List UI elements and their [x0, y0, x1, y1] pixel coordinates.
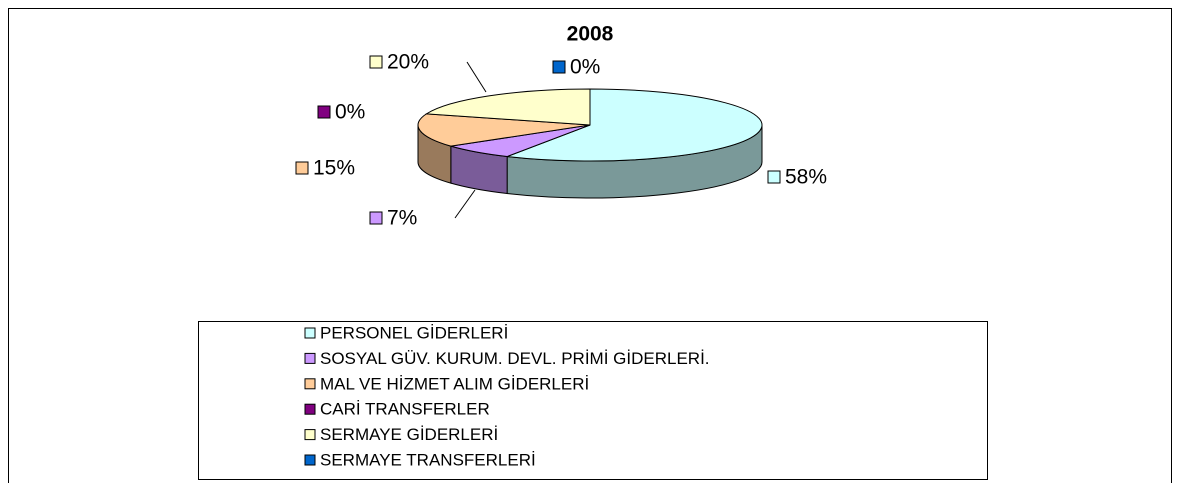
- legend-swatch: [304, 454, 316, 466]
- label-swatch: [369, 55, 383, 69]
- legend-label: SERMAYE TRANSFERLERİ: [320, 450, 536, 469]
- slice: [424, 88, 591, 126]
- value-label: 0%: [570, 56, 600, 79]
- legend-label: PERSONEL GİDERLERİ: [320, 323, 508, 342]
- label-swatch: [317, 105, 331, 119]
- legend-label: MAL VE HİZMET ALIM GİDERLERİ: [320, 374, 589, 393]
- label-swatch: [295, 161, 309, 175]
- legend-swatch: [304, 429, 316, 441]
- value-label: 0%: [335, 101, 365, 124]
- slice: [506, 88, 763, 162]
- chart-title: 2008: [567, 23, 614, 46]
- legend-swatch: [304, 403, 316, 415]
- leader-line: [454, 189, 476, 219]
- chart-frame: [8, 8, 1172, 483]
- legend-label: SERMAYE GİDERLERİ: [320, 425, 498, 444]
- legend-swatch: [304, 352, 316, 364]
- legend-swatch: [304, 327, 316, 339]
- legend-label: SOSYAL GÜV. KURUM. DEVL. PRİMİ GİDERLERİ…: [320, 349, 710, 368]
- legend-swatch: [304, 378, 316, 390]
- value-label: 7%: [387, 207, 417, 230]
- legend-box: [198, 321, 988, 480]
- leader-line: [466, 61, 487, 93]
- legend-label: CARİ TRANSFERLER: [320, 400, 490, 419]
- label-swatch: [369, 211, 383, 225]
- label-swatch: [552, 60, 566, 74]
- value-label: 20%: [387, 51, 429, 74]
- value-label: 15%: [313, 157, 355, 180]
- slice: [417, 113, 591, 147]
- value-label: 58%: [785, 166, 827, 189]
- label-swatch: [767, 170, 781, 184]
